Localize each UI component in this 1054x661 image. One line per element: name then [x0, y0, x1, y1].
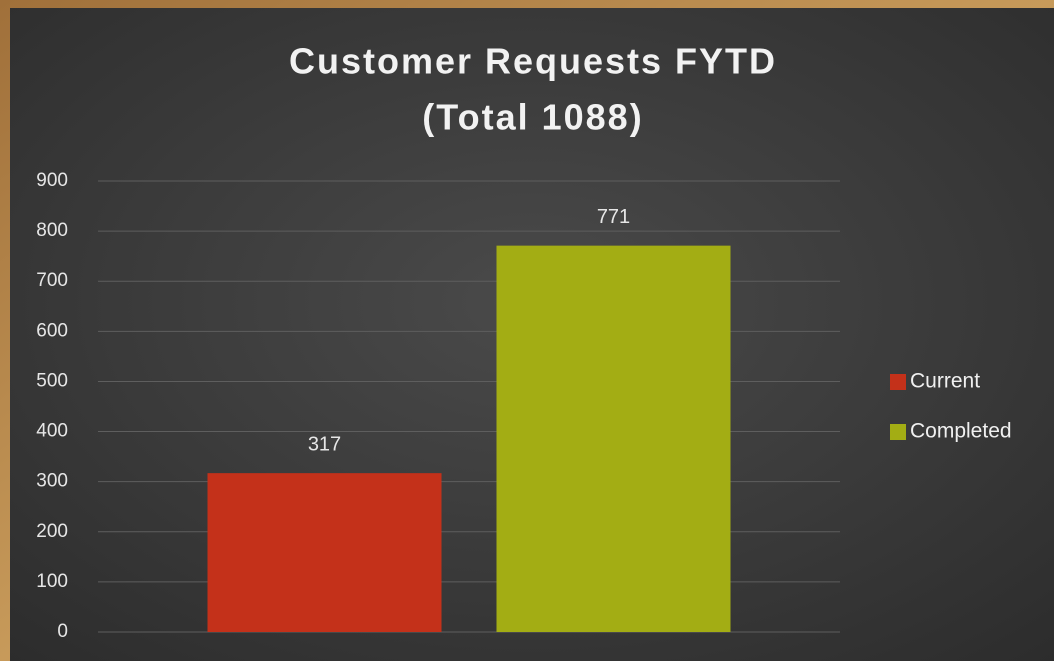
y-tick-label: 500 [36, 370, 68, 391]
y-tick-label: 400 [36, 421, 68, 442]
y-tick-label: 600 [36, 320, 68, 341]
bar [496, 245, 731, 633]
legend-swatch [890, 424, 906, 440]
legend-label: Completed [910, 420, 1012, 443]
bar [207, 473, 442, 632]
y-tick-label: 800 [36, 220, 68, 241]
data-label: 771 [597, 206, 630, 228]
y-tick-label: 100 [36, 571, 68, 592]
data-label: 317 [308, 433, 341, 455]
y-tick-label: 700 [36, 270, 68, 291]
chart-title: Customer Requests FYTD [289, 41, 777, 82]
y-tick-label: 900 [36, 170, 68, 191]
y-tick-label: 300 [36, 471, 68, 492]
chart-subtitle: (Total 1088) [422, 97, 643, 138]
legend-swatch [890, 374, 906, 390]
y-tick-label: 200 [36, 521, 68, 542]
legend-label: Current [910, 370, 980, 393]
y-tick-label: 0 [57, 621, 68, 642]
